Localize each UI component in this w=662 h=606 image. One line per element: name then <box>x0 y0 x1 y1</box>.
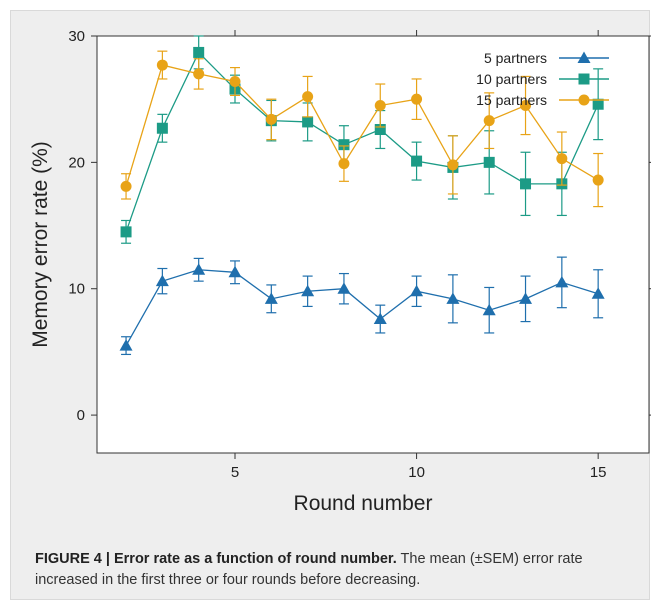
series-line-10-partners <box>125 51 599 233</box>
data-point-5-partners <box>591 287 605 299</box>
y-tick-label: 20 <box>68 154 85 171</box>
figure-caption: FIGURE 4 | Error rate as a function of r… <box>35 549 645 591</box>
data-point-10-partners <box>193 46 205 58</box>
figure-panel: 0 10 20 30 5 10 15 Round number Memory error rat… <box>10 10 651 600</box>
data-point-15-partners <box>374 100 386 111</box>
data-point-10-partners <box>120 226 132 238</box>
legend-marker-15-partners <box>578 94 590 106</box>
legend-label-5-partners: 5 partners <box>484 50 547 66</box>
x-tick-label: 15 <box>590 464 607 481</box>
data-point-5-partners <box>337 282 351 294</box>
legend-marker-5-partners <box>577 51 591 63</box>
data-point-15-partners <box>229 75 241 87</box>
legend-label-15-partners: 15 partners <box>476 92 547 108</box>
data-point-10-partners <box>156 122 168 134</box>
data-point-15-partners <box>592 174 604 186</box>
data-point-5-partners <box>446 292 460 304</box>
data-point-15-partners <box>120 180 132 192</box>
data-point-10-partners <box>338 139 350 151</box>
data-point-10-partners <box>483 156 495 168</box>
data-point-15-partners <box>338 158 350 170</box>
y-axis-label: Memory error rate (%) <box>29 141 52 348</box>
y-tick-label: 0 <box>77 407 85 424</box>
caption-text: The mean (±SEM) error rate increased in … <box>35 551 583 588</box>
data-point-5-partners <box>301 284 315 297</box>
data-point-15-partners <box>302 91 314 103</box>
plot-area <box>96 35 650 454</box>
data-point-5-partners <box>482 303 496 316</box>
data-point-10-partners <box>374 124 386 136</box>
data-point-10-partners <box>592 98 604 110</box>
data-point-15-partners <box>483 115 495 127</box>
series-line-15-partners <box>125 64 599 187</box>
series-line-5-partners <box>125 269 599 346</box>
x-axis-label: Round number <box>294 492 433 515</box>
data-point-15-partners <box>556 153 568 165</box>
data-point-15-partners <box>447 159 459 171</box>
data-point-15-partners <box>411 93 423 105</box>
data-point-10-partners <box>520 178 532 190</box>
y-tick-label: 30 <box>68 28 85 45</box>
data-point-5-partners <box>410 284 424 297</box>
data-point-5-partners <box>555 275 569 288</box>
data-point-15-partners <box>156 59 168 71</box>
chart: 0 10 20 30 5 10 15 Round number Memory error rat… <box>29 28 651 515</box>
x-tick-label: 10 <box>408 464 425 481</box>
y-tick-label: 10 <box>68 281 85 298</box>
data-point-15-partners <box>193 68 205 80</box>
data-point-5-partners <box>155 274 169 287</box>
data-point-5-partners <box>373 312 387 325</box>
legend-label-10-partners: 10 partners <box>476 71 547 87</box>
data-point-5-partners <box>264 292 278 304</box>
data-point-5-partners <box>119 339 133 351</box>
data-point-5-partners <box>519 292 533 304</box>
data-point-15-partners <box>265 113 277 125</box>
legend-marker-10-partners <box>578 73 590 85</box>
x-tick-label: 5 <box>231 464 239 481</box>
data-point-5-partners <box>228 265 242 278</box>
data-point-15-partners <box>520 100 532 111</box>
data-point-10-partners <box>302 116 314 128</box>
caption-label: FIGURE 4 | Error rate as a function of r… <box>35 551 397 567</box>
data-point-5-partners <box>192 263 206 275</box>
data-point-10-partners <box>411 155 423 167</box>
